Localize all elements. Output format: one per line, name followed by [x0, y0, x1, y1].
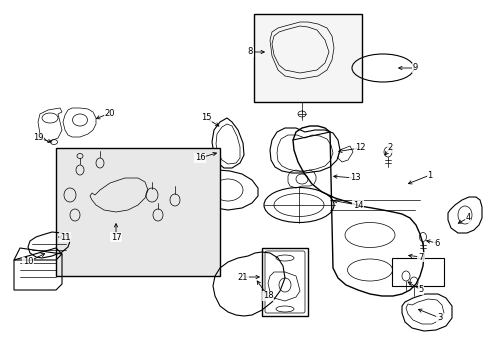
Text: 20: 20 [104, 108, 115, 117]
Text: 12: 12 [354, 144, 365, 153]
Text: 4: 4 [465, 213, 469, 222]
Text: 1: 1 [427, 171, 432, 180]
Text: 19: 19 [33, 134, 43, 143]
Text: 17: 17 [110, 233, 121, 242]
Bar [56, 148, 220, 276]
Text: 2: 2 [386, 144, 392, 153]
Text: 6: 6 [433, 238, 439, 248]
Text: 11: 11 [60, 233, 70, 242]
Bar [262, 248, 307, 316]
Text: 21: 21 [237, 273, 248, 282]
Text: 7: 7 [417, 252, 423, 261]
Bar [391, 258, 443, 286]
Text: 8: 8 [247, 48, 252, 57]
Text: 13: 13 [349, 174, 360, 183]
Text: 16: 16 [194, 153, 205, 162]
Bar [253, 14, 361, 102]
Text: 18: 18 [262, 292, 273, 301]
Text: 5: 5 [418, 285, 423, 294]
Text: 3: 3 [436, 314, 442, 323]
Text: 10: 10 [23, 257, 33, 266]
Text: 9: 9 [411, 63, 417, 72]
Text: 15: 15 [201, 113, 211, 122]
Text: 14: 14 [352, 201, 363, 210]
